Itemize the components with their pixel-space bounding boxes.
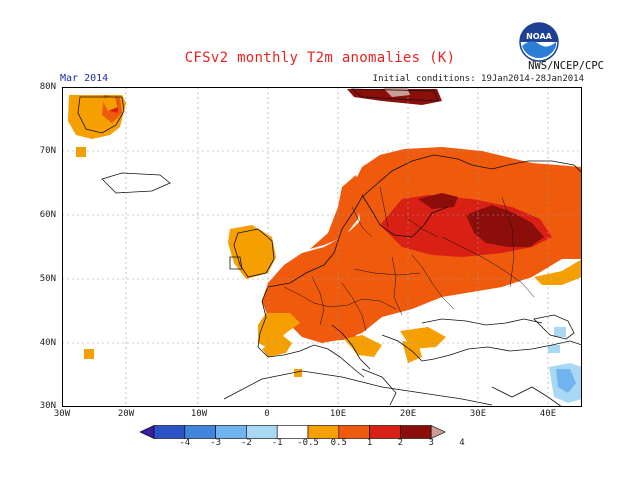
graticule [62,87,582,407]
scandinavia-russia-warm [262,147,582,343]
colorbar-label: -1 [271,438,283,448]
colorbar-swatch [338,425,370,439]
lon-label-20e: 20E [399,409,417,419]
colorbar-swatch [140,425,155,439]
noaa-logo: NOAA [519,22,559,62]
cool-anomalies [548,327,582,403]
lat-label-50n: 50N [39,274,56,284]
colorbar-swatch [276,425,309,439]
svg-text:NOAA: NOAA [526,32,552,41]
colorbar-label: 1 [366,438,373,448]
colorbar-swatch [184,425,216,439]
lon-label-10w: 10W [190,409,208,419]
forecast-month: Mar 2014 [60,73,109,84]
lat-label-30n: 30N [39,401,56,411]
agency-label: NWS/NCEP/CPC [528,60,604,72]
colorbar-label: -4 [179,438,191,448]
lon-label-30e: 30E [469,409,487,419]
colorbar-label: -2 [240,438,252,448]
map-frame [62,87,582,407]
lon-label-40e: 40E [539,409,557,419]
colorbar-swatch [430,425,446,439]
colorbar-swatch [246,425,278,439]
lat-label-70n: 70N [39,146,56,156]
svalbard-warm [347,87,442,105]
lat-label-60n: 60N [39,210,56,220]
country-borders [283,186,535,332]
colorbar-label: -0.5 [297,438,319,448]
colorbar-swatch [153,425,186,439]
colorbar-label: -3 [210,438,222,448]
lon-label-30w: 30W [53,409,71,419]
colorbar-label: 3 [428,438,434,448]
lon-label-0: 0 [264,409,270,419]
colorbar-swatch [369,425,401,439]
colorbar-swatch [307,425,340,439]
lat-label-80n: 80N [39,82,56,92]
initial-conditions: Initial conditions: 19Jan2014-28Jan2014 [372,74,584,84]
lon-label-10e: 10E [329,409,347,419]
lat-label-40n: 40N [39,338,56,348]
anomaly-map [62,87,582,407]
colorbar-swatch [215,425,247,439]
colorbar-label: 2 [397,438,404,448]
coastlines [77,88,582,407]
colorbar-label: 0.5 [330,438,347,448]
colorbar-swatch [400,425,432,439]
map-title: CFSv2 monthly T2m anomalies (K) [184,50,456,66]
colorbar-label: 4 [459,438,465,448]
lon-label-20w: 20W [117,409,135,419]
colorbar [140,425,446,439]
